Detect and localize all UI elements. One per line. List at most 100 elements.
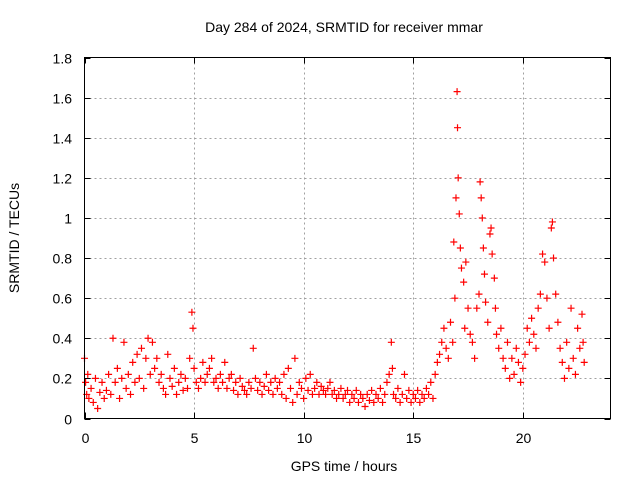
data-point xyxy=(578,310,586,318)
data-point xyxy=(548,218,556,226)
data-point xyxy=(247,384,255,392)
data-point xyxy=(487,224,495,232)
data-point xyxy=(251,374,259,382)
data-point xyxy=(508,354,516,362)
data-point xyxy=(376,384,384,392)
data-point xyxy=(291,354,299,362)
data-point xyxy=(311,384,319,392)
data-point xyxy=(420,394,428,402)
data-point xyxy=(385,370,393,378)
data-point xyxy=(543,294,551,302)
data-point xyxy=(280,370,288,378)
data-point xyxy=(534,304,542,312)
data-point xyxy=(184,384,192,392)
data-point xyxy=(170,364,178,372)
data-point xyxy=(199,358,207,366)
data-point xyxy=(344,386,351,394)
data-point xyxy=(166,374,174,382)
data-point xyxy=(519,364,527,372)
data-point xyxy=(576,344,584,352)
data-point xyxy=(514,358,522,366)
data-point xyxy=(451,294,459,302)
data-point xyxy=(262,370,270,378)
data-point xyxy=(297,384,305,392)
data-point xyxy=(346,398,354,406)
data-point xyxy=(322,390,330,398)
data-point xyxy=(387,338,395,346)
data-point xyxy=(142,354,150,362)
data-point xyxy=(381,390,389,398)
data-point xyxy=(190,364,198,372)
data-point xyxy=(431,370,439,378)
data-point xyxy=(109,334,117,342)
data-point xyxy=(230,386,238,394)
data-point xyxy=(243,390,251,398)
data-point xyxy=(245,378,253,386)
data-point xyxy=(308,390,316,398)
data-point xyxy=(429,394,437,402)
data-point xyxy=(488,250,496,258)
data-point xyxy=(192,378,200,386)
data-point xyxy=(491,304,499,312)
y-tick-label: 0.8 xyxy=(53,251,73,267)
data-point xyxy=(558,358,566,366)
data-point xyxy=(567,304,575,312)
plot-frame xyxy=(84,57,611,419)
data-point xyxy=(236,374,244,382)
data-point xyxy=(282,394,290,402)
data-point xyxy=(547,224,555,232)
data-point xyxy=(462,258,470,266)
data-point xyxy=(146,370,154,378)
data-point xyxy=(495,344,503,352)
data-point xyxy=(317,382,325,390)
data-point xyxy=(563,338,571,346)
data-point xyxy=(315,390,323,398)
data-point xyxy=(84,370,92,378)
data-point xyxy=(168,382,176,390)
y-tick-label: 0.6 xyxy=(53,291,73,307)
data-point xyxy=(194,384,202,392)
data-point xyxy=(306,370,314,378)
x-axis-label: GPS time / hours xyxy=(291,458,398,474)
data-point xyxy=(352,386,360,394)
data-point xyxy=(490,274,498,282)
data-point xyxy=(302,374,310,382)
data-point xyxy=(475,290,483,298)
data-point xyxy=(287,384,295,392)
data-point xyxy=(409,390,417,398)
data-point xyxy=(267,378,275,386)
data-point xyxy=(482,298,490,306)
data-point xyxy=(197,374,205,382)
data-point xyxy=(479,244,487,252)
data-point xyxy=(201,378,209,386)
data-point xyxy=(164,350,172,358)
data-point xyxy=(454,174,462,182)
data-point xyxy=(256,378,264,386)
y-tick-label: 1.2 xyxy=(53,171,73,187)
data-point xyxy=(82,378,90,386)
data-point xyxy=(357,390,365,398)
data-point xyxy=(208,354,216,362)
data-point xyxy=(140,384,148,392)
data-point xyxy=(530,330,538,338)
data-point xyxy=(157,370,165,378)
data-point xyxy=(354,398,362,406)
x-tick-label: 20 xyxy=(516,430,532,446)
data-point xyxy=(523,324,531,332)
data-point xyxy=(113,364,121,372)
data-point xyxy=(223,384,231,392)
data-point xyxy=(565,364,573,372)
data-point xyxy=(249,344,257,352)
data-point xyxy=(135,374,143,382)
chart-title: Day 284 of 2024, SRMTID for receiver mma… xyxy=(205,19,483,35)
data-point xyxy=(278,390,286,398)
x-tick-label: 10 xyxy=(297,430,313,446)
data-point xyxy=(205,364,213,372)
data-point xyxy=(510,370,518,378)
data-point xyxy=(98,378,106,386)
data-point xyxy=(232,378,240,386)
data-point xyxy=(175,378,183,386)
data-point xyxy=(532,344,540,352)
data-point xyxy=(484,318,492,326)
data-point xyxy=(335,390,343,398)
